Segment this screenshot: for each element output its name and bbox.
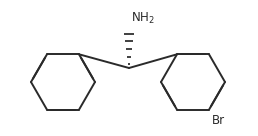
Text: Br: Br <box>212 114 225 127</box>
Text: NH$_2$: NH$_2$ <box>131 11 155 26</box>
